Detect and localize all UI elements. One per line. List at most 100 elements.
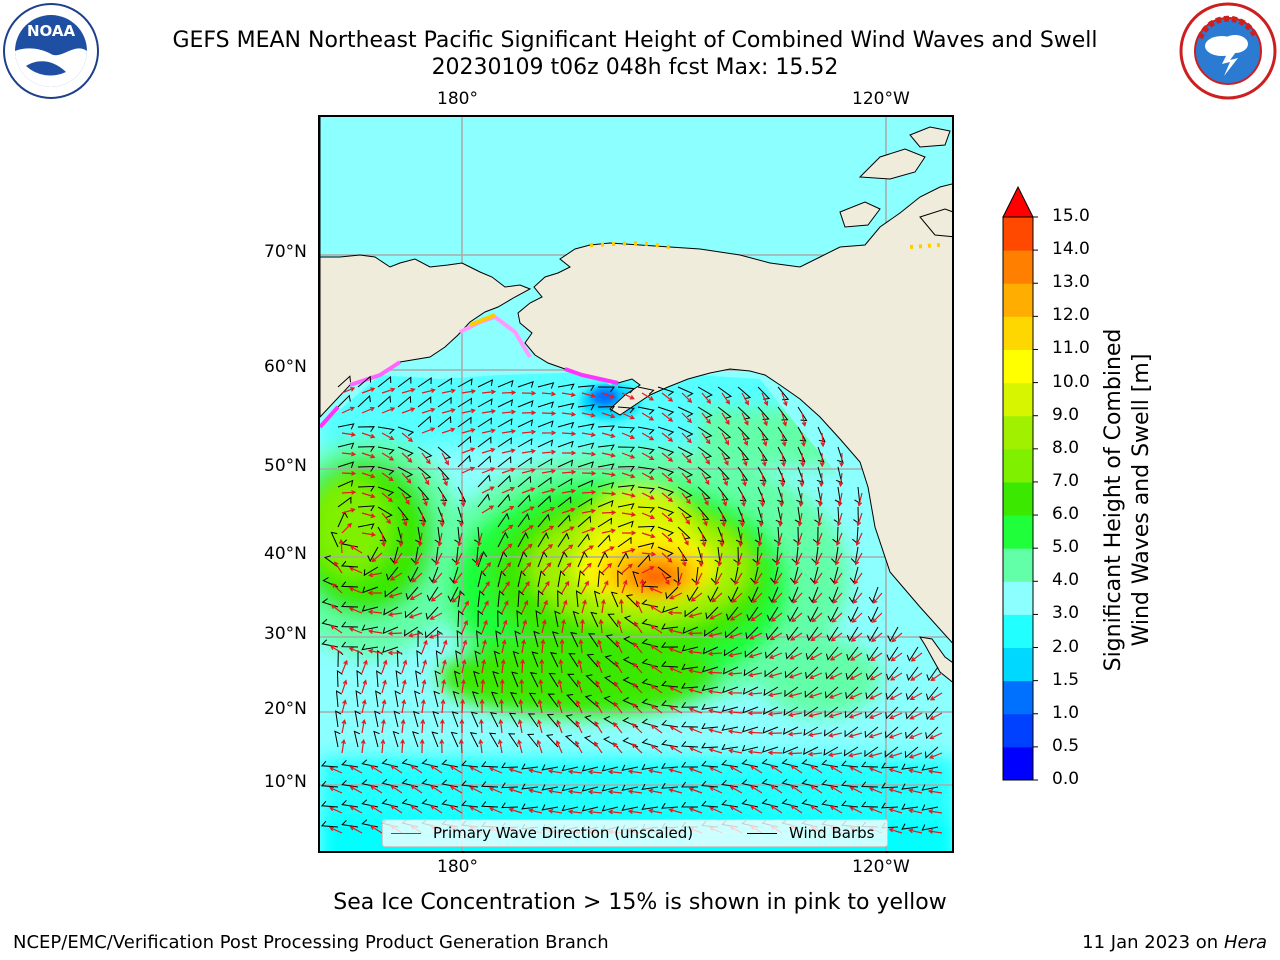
wind-barb: [417, 396, 432, 408]
wind-barb: [677, 526, 691, 540]
wave-direction-arrow: [681, 412, 693, 424]
wave-direction-arrow: [650, 704, 663, 714]
wind-barb: [337, 375, 351, 388]
wind-barb: [677, 406, 694, 418]
wave-direction-arrow: [541, 525, 555, 534]
wind-barb: [577, 461, 594, 468]
wave-direction-arrow: [541, 544, 554, 554]
wind-barb: [597, 499, 614, 508]
wave-direction-arrow: [819, 452, 825, 468]
wind-barb: [617, 465, 635, 472]
wave-direction-arrow: [387, 631, 403, 636]
wave-direction-arrow: [627, 769, 643, 775]
wave-direction-arrow: [521, 468, 536, 474]
wind-barb: [660, 661, 679, 668]
wind-barb: [737, 466, 749, 481]
wind-barbs-layer: [320, 375, 939, 832]
wave-direction-arrow: [749, 632, 763, 640]
wind-barb: [537, 495, 551, 508]
wind-barb: [357, 394, 371, 408]
wave-direction-arrow: [421, 388, 436, 394]
wave-direction-arrow: [632, 662, 643, 674]
wave-direction-arrow: [631, 723, 643, 734]
wind-barb: [701, 665, 719, 673]
wind-barb: [804, 706, 819, 717]
wave-direction-arrow: [775, 552, 783, 566]
wave-direction-arrow: [621, 412, 635, 420]
wave-direction-arrow: [334, 561, 343, 574]
wave-direction-arrow: [501, 543, 513, 554]
wave-direction-arrow: [857, 492, 863, 507]
wind-barb: [397, 376, 412, 388]
wind-barb: [537, 458, 553, 468]
wave-direction-arrow: [767, 692, 783, 698]
wind-barb: [637, 406, 655, 415]
wave-direction-arrow: [849, 786, 863, 794]
wave-direction-arrow: [621, 452, 636, 459]
wind-barb: [828, 586, 839, 603]
wave-direction-arrow: [754, 572, 763, 585]
wave-direction-arrow: [329, 645, 343, 654]
wind-barb: [367, 546, 379, 563]
wind-barb: [809, 566, 819, 584]
wave-direction-arrow: [401, 432, 414, 442]
wind-barb: [397, 446, 414, 457]
wave-direction-arrow: [869, 672, 883, 681]
wind-barb: [395, 670, 402, 688]
wave-direction-arrow: [541, 507, 556, 514]
wind-barb: [509, 692, 519, 708]
wind-barb: [357, 505, 375, 512]
wave-direction-arrow: [641, 392, 655, 401]
wave-direction-arrow: [621, 492, 636, 498]
colorbar-tick-label: 7.0: [1052, 470, 1080, 491]
wave-direction-arrow: [793, 572, 803, 585]
nws-logo: [1179, 2, 1277, 100]
wave-direction-arrow: [888, 787, 903, 794]
wave-direction-arrow: [797, 512, 803, 527]
wind-barb: [885, 706, 899, 720]
colorbar-segment: [1003, 349, 1033, 384]
wave-direction-arrow: [891, 632, 903, 643]
wave-direction-arrow: [738, 532, 744, 548]
wind-barb: [661, 642, 679, 648]
wave-direction-arrow: [667, 610, 683, 616]
wind-barb: [575, 590, 582, 608]
wave-direction-arrow: [517, 739, 523, 754]
wind-barb: [597, 444, 615, 451]
wave-direction-arrow: [561, 599, 568, 614]
wave-direction-arrow: [380, 738, 386, 754]
wind-barb: [497, 493, 511, 508]
wave-direction-arrow: [767, 711, 783, 717]
wave-direction-arrow: [641, 551, 657, 557]
wind-barb: [497, 418, 513, 428]
wind-barb: [597, 463, 615, 470]
wave-direction-arrow: [348, 607, 363, 614]
wave-direction-arrow: [728, 748, 743, 754]
wave-direction-arrow: [650, 644, 663, 654]
wind-barb: [756, 506, 764, 524]
wind-barb: [417, 446, 433, 459]
colorbar-tick-label: 9.0: [1052, 404, 1080, 425]
wave-direction-arrow: [812, 592, 823, 604]
wave-direction-arrow: [641, 412, 655, 421]
wave-direction-arrow: [329, 766, 343, 774]
wave-direction-arrow: [698, 552, 704, 568]
wind-barb: [901, 823, 919, 830]
wave-direction-arrow: [870, 652, 883, 662]
wind-barb: [697, 466, 712, 480]
wave-direction-arrow: [668, 666, 683, 674]
colorbar-tick-label: 14.0: [1052, 239, 1090, 260]
wind-barb: [597, 534, 611, 548]
wind-barb: [617, 484, 635, 491]
wind-barb: [597, 570, 605, 588]
wave-direction-arrow: [381, 512, 391, 525]
wave-direction-arrow: [541, 468, 557, 474]
legend-item-wind-barbs: Wind Barbs: [747, 824, 874, 842]
wind-barb: [777, 426, 788, 441]
wind-barb: [867, 606, 879, 623]
wave-direction-arrow: [361, 406, 376, 414]
wind-barb: [841, 800, 859, 808]
wave-direction-arrow: [828, 692, 843, 699]
wave-direction-arrow: [856, 512, 863, 527]
wave-direction-arrow: [790, 804, 803, 814]
